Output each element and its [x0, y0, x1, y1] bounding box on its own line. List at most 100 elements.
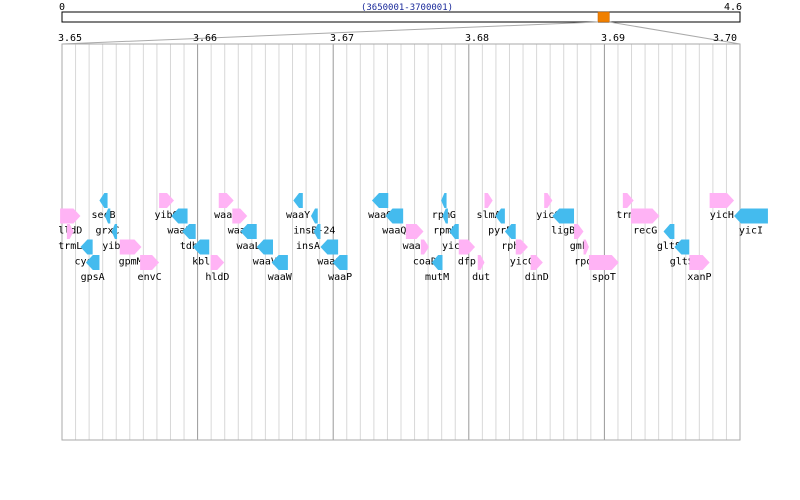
gene-arrow[interactable] [405, 224, 424, 239]
gene-arrow[interactable] [218, 193, 234, 208]
gene-arrow[interactable] [458, 239, 476, 255]
gene-rpoZ-42[interactable]: rpoZ [574, 239, 598, 268]
gene-waaH-10[interactable]: waaH [167, 208, 191, 237]
overview-frame[interactable] [61, 11, 741, 23]
gene-waaA-26[interactable]: waaA [403, 224, 427, 252]
gene-arrow[interactable] [689, 255, 710, 270]
gene-arrow[interactable] [99, 193, 108, 208]
gene-arrow[interactable] [495, 208, 505, 224]
gene-xanP-48[interactable]: xanP [687, 255, 712, 283]
gene-arrow[interactable] [477, 255, 485, 270]
gene-arrow[interactable] [674, 239, 690, 255]
gene-arrow[interactable] [622, 193, 634, 208]
gene-waaO-22[interactable]: waaO [317, 239, 341, 268]
gene-arrow[interactable] [85, 255, 100, 270]
gene-recG-45[interactable]: recG [630, 208, 660, 237]
gene-secB-4[interactable]: secB [91, 193, 116, 221]
gene-dut-33[interactable]: dut [472, 255, 490, 283]
gene-arrow[interactable] [232, 208, 248, 224]
gene-slmA-34[interactable]: slmA [477, 193, 501, 221]
gene-arrow[interactable] [210, 255, 225, 270]
gene-arrow[interactable] [104, 208, 111, 224]
gene-arrow[interactable] [441, 193, 447, 208]
gene-arrow[interactable] [630, 208, 660, 224]
gene-arrow[interactable] [583, 239, 589, 255]
gene-arrow[interactable] [240, 224, 257, 239]
gene-trmL-1[interactable]: trmL [58, 224, 82, 252]
gene-tdh-11[interactable]: tdh [180, 224, 198, 252]
gene-rph-36[interactable]: rph [501, 224, 519, 252]
gene-waaG-24[interactable]: waaG [368, 193, 392, 221]
gene-yicH-49[interactable]: yicH [709, 193, 735, 221]
gene-ligB-40[interactable]: ligB [551, 208, 575, 237]
gene-arrow[interactable] [431, 255, 443, 270]
gene-arrow[interactable] [159, 193, 175, 208]
gene-envC-8[interactable]: envC [138, 255, 162, 283]
gene-waaC-15[interactable]: waaC [228, 208, 252, 237]
gene-arrow[interactable] [140, 255, 160, 270]
gene-gltS-46[interactable]: gltS [657, 224, 681, 252]
gene-arrow[interactable] [182, 224, 196, 239]
gene-insA-24-21[interactable]: insA-24 [296, 224, 338, 252]
gene-arrow[interactable] [313, 224, 321, 239]
gene-arrow[interactable] [420, 239, 429, 255]
gene-hldD-13[interactable]: hldD [205, 255, 229, 283]
gene-arrow[interactable] [332, 255, 348, 270]
gene-arrow[interactable] [310, 208, 318, 224]
gene-dinD-38[interactable]: dinD [525, 255, 549, 283]
gene-yibQ-9[interactable]: yibQ [155, 193, 179, 221]
gene-arrow[interactable] [588, 255, 619, 270]
gene-waaY-19[interactable]: waaY [286, 193, 310, 221]
gene-arrow[interactable] [320, 239, 339, 255]
gene-gmk-41[interactable]: gmk [570, 224, 588, 252]
gene-waaL-16[interactable]: waaL [237, 224, 261, 252]
gene-pyrE-35[interactable]: pyrE [488, 208, 512, 237]
gene-arrow[interactable] [111, 224, 118, 239]
gene-arrow[interactable] [530, 255, 543, 270]
gene-arrow[interactable] [385, 208, 404, 224]
gene-trmH-44[interactable]: trmH [616, 193, 640, 221]
gene-yibN-6[interactable]: yibN [102, 224, 126, 252]
gene-arrow[interactable] [504, 224, 516, 239]
gene-gltS-47[interactable]: gltS [670, 239, 694, 268]
gene-yicG-39[interactable]: yicG [536, 193, 560, 221]
gene-arrow[interactable] [552, 208, 575, 224]
gene-dfp-32[interactable]: dfp [458, 239, 476, 268]
gene-yicI-50[interactable]: yicI [734, 208, 768, 237]
gene-arrow[interactable] [544, 193, 553, 208]
gene-spoT-43[interactable]: spoT [588, 255, 619, 283]
gene-waaF-14[interactable]: waaF [214, 193, 238, 221]
gene-arrow[interactable] [66, 224, 74, 239]
gene-yicR-31[interactable]: yicR [442, 224, 467, 252]
gene-waaP-23[interactable]: waaP [328, 255, 352, 283]
gene-arrow[interactable] [256, 239, 273, 255]
gene-arrow[interactable] [449, 224, 459, 239]
gene-arrow[interactable] [663, 224, 675, 239]
gene-arrow[interactable] [574, 224, 584, 239]
gene-rpmB-30[interactable]: rpmB [433, 208, 457, 237]
gene-gpsA-3[interactable]: gpsA [81, 255, 105, 283]
gene-arrow[interactable] [709, 193, 735, 208]
gene-arrow[interactable] [60, 208, 81, 224]
gene-coaD-27[interactable]: coaD [413, 239, 437, 268]
gene-arrow[interactable] [515, 239, 528, 255]
gene-waaW-18[interactable]: waaW [268, 255, 293, 283]
gene-arrow[interactable] [171, 208, 188, 224]
gene-kbl-12[interactable]: kbl [192, 239, 210, 268]
gene-arrow[interactable] [371, 193, 389, 208]
gene-arrow[interactable] [119, 239, 142, 255]
gene-arrow[interactable] [442, 208, 448, 224]
overview-window-marker[interactable] [597, 11, 610, 23]
gene-arrow[interactable] [293, 193, 303, 208]
gene-arrow[interactable] [734, 208, 768, 224]
gene-grxC-5[interactable]: grxC [96, 208, 120, 237]
gene-gpmM-7[interactable]: gpmM [119, 239, 143, 268]
gene-mutM-28[interactable]: mutM [425, 255, 449, 283]
gene-arrow[interactable] [192, 239, 210, 255]
gene-arrow[interactable] [80, 239, 93, 255]
gene-waaQ-25[interactable]: waaQ [382, 208, 406, 237]
gene-arrow[interactable] [484, 193, 493, 208]
gene-arrow[interactable] [271, 255, 288, 270]
gene-waaV-17[interactable]: waaV [253, 239, 277, 268]
gene-yicC-37[interactable]: yicC [510, 239, 534, 268]
